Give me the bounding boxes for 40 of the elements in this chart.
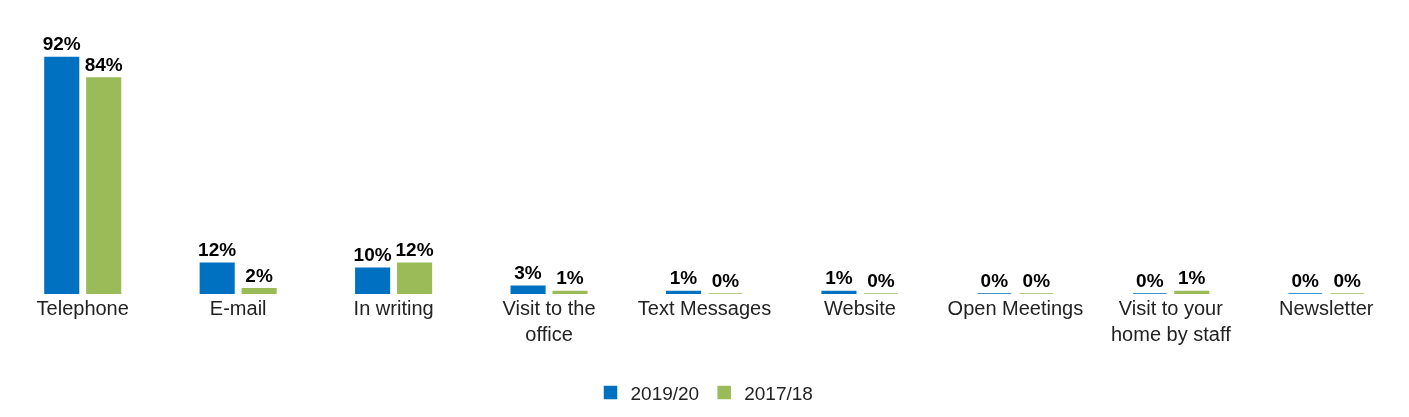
bar — [1174, 290, 1210, 294]
x-tick-label: In writing — [353, 297, 434, 319]
x-tick-label: Website — [823, 297, 896, 319]
bar — [86, 77, 122, 294]
x-tick-label: Visit to your home by staff — [1110, 297, 1232, 345]
data-label: 92% — [42, 33, 81, 55]
bar — [355, 267, 391, 294]
bar — [397, 262, 433, 294]
bar — [199, 262, 235, 294]
bar — [665, 290, 702, 294]
data-label: 0% — [1291, 270, 1320, 291]
data-label: 0% — [980, 270, 1009, 291]
data-label: 1% — [825, 267, 853, 289]
data-label: 12% — [395, 239, 434, 261]
data-label: 1% — [556, 267, 584, 289]
data-label: 10% — [353, 244, 392, 266]
x-tick-label: E-mail — [209, 297, 267, 319]
data-label: 0% — [1333, 270, 1362, 291]
x-tick-label: Newsletter — [1279, 297, 1374, 319]
data-label: 0% — [711, 270, 740, 291]
x-tick-label: Visit to the office — [502, 297, 596, 345]
bar — [821, 290, 857, 294]
data-label: 0% — [1022, 270, 1051, 291]
x-tick-label: Open Meetings — [947, 297, 1084, 319]
bar — [552, 290, 588, 294]
data-label: 0% — [1136, 270, 1164, 291]
data-label: 2% — [245, 264, 273, 286]
data-label: 12% — [198, 239, 237, 261]
bar — [241, 288, 277, 294]
legend-label: 2017/18 — [744, 382, 813, 404]
bar — [44, 56, 80, 294]
data-label: 3% — [514, 262, 542, 284]
x-tick-label: Telephone — [36, 297, 129, 319]
data-label: 0% — [867, 270, 895, 291]
bar — [510, 285, 546, 294]
data-label: 1% — [669, 267, 698, 289]
x-tick-label: Text Messages — [637, 297, 772, 319]
legend-label: 2019/20 — [630, 382, 700, 404]
data-label: 84% — [84, 54, 123, 76]
data-label: 1% — [1178, 267, 1206, 289]
